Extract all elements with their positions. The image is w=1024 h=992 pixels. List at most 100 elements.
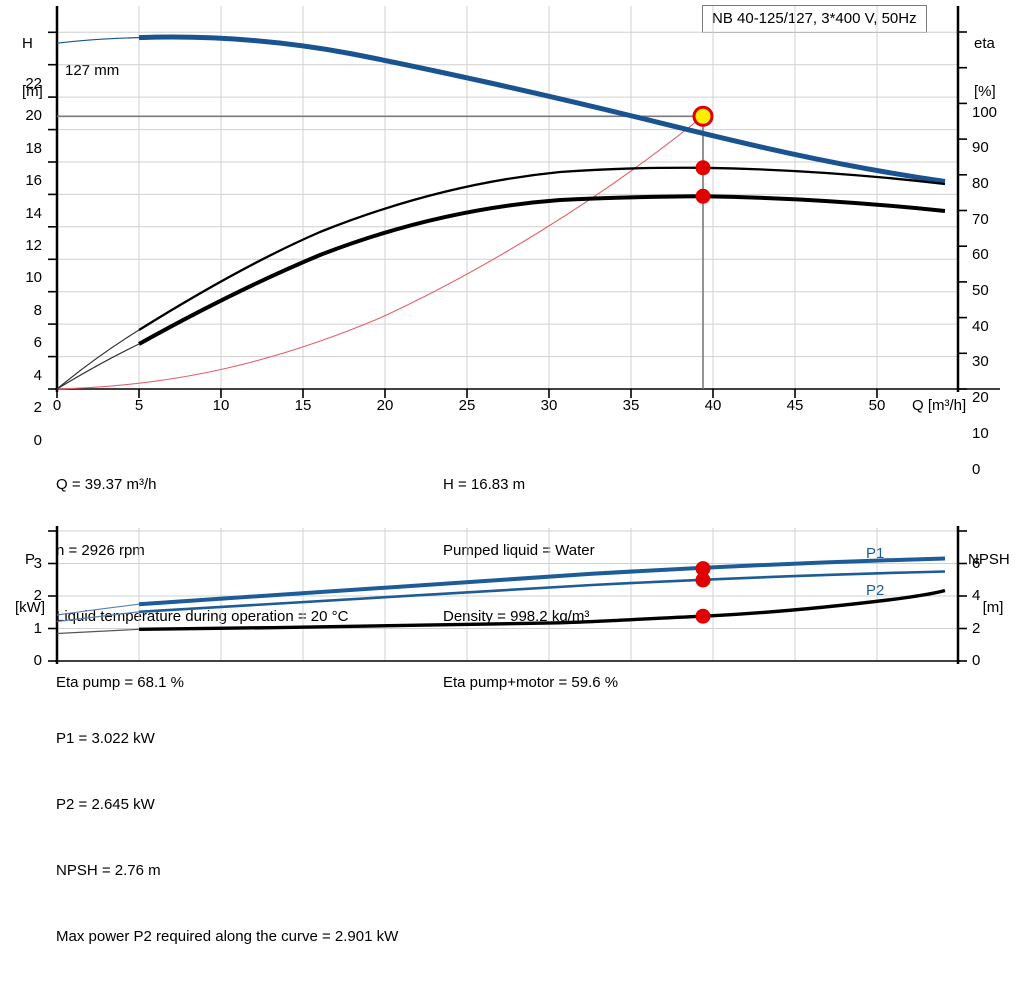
bottom-y-right-axis-label-line1: NPSH (968, 551, 1010, 568)
top-y-left-axis-label: H [m] (22, 4, 47, 132)
top-x-tick-8: 40 (704, 397, 722, 414)
head-eta-plot (48, 6, 1000, 398)
top-y-right-axis-label: eta [%] (974, 4, 999, 132)
bottom-y-right-axis-label: NPSH [m] (968, 520, 1018, 648)
top-y-left-tick-9: 4 (33, 367, 42, 384)
duty-info-right-line-0: H = 16.83 m (443, 476, 526, 493)
bottom-y-right-axis-label-line2: [m] (982, 599, 1004, 616)
top-y-right-tick-1: 90 (972, 139, 989, 156)
top-y-left-tick-2: 18 (25, 140, 42, 157)
top-y-right-tick-9: 10 (972, 425, 989, 442)
duty-point-guides (57, 115, 704, 389)
bottom-y-left-axis-label: P [kW] (8, 520, 52, 648)
top-y-right-axis-label-line1: eta (974, 35, 995, 52)
top-x-tick-7: 35 (622, 397, 640, 414)
top-y-left-axis-label-line1: H (22, 35, 33, 52)
top-y-left-tick-7: 8 (33, 302, 42, 319)
p2-curve (138, 570, 946, 614)
top-y-right-tick-0: 100 (972, 104, 998, 121)
pump-performance-curve-page: H [m] eta [%] Q [m³/h] NB 40-125/127, 3*… (0, 0, 1024, 945)
top-grid-lines (56, 6, 959, 390)
bottom-y-right-tick-3: 0 (972, 652, 981, 669)
top-axes (55, 6, 1000, 392)
power-info-line-1: P2 = 2.645 kW (56, 796, 155, 813)
top-y-right-tick-2: 80 (972, 175, 989, 192)
top-y-left-tick-8: 6 (33, 334, 42, 351)
eta-pump-curve-extension (56, 329, 140, 390)
bottom-y-right-tick-1: 4 (972, 587, 981, 604)
top-y-right-tick-5: 50 (972, 282, 989, 299)
p1-curve (138, 556, 946, 607)
top-y-left-tick-3: 16 (25, 172, 42, 189)
top-y-left-tick-0: 22 (25, 75, 42, 92)
bottom-y-left-tick-1: 2 (33, 587, 42, 604)
top-y-left-tick-10: 2 (33, 399, 42, 416)
npsh-curve (138, 588, 946, 631)
impeller-diameter-label: 127 mm (65, 62, 120, 79)
bottom-y-left-tick-2: 1 (33, 620, 42, 637)
bottom-y-right-tick-2: 2 (972, 620, 981, 637)
duty-point-marker-eta-pump-motor (695, 188, 711, 204)
bottom-left-tick-marks (48, 530, 57, 662)
top-left-tick-marks (48, 31, 57, 390)
duty-info-right-line-1: Pumped liquid = Water (443, 542, 595, 559)
top-y-left-tick-6: 10 (25, 269, 42, 286)
power-npsh-chart: P [kW] NPSH [m] (0, 518, 1024, 678)
power-info-line-3: Max power P2 required along the curve = … (56, 928, 399, 945)
top-y-right-tick-6: 40 (972, 318, 989, 335)
bottom-y-left-tick-3: 0 (33, 652, 42, 669)
bottom-axes (55, 526, 960, 664)
top-y-left-tick-4: 14 (25, 205, 42, 222)
top-x-tick-10: 50 (868, 397, 886, 414)
bottom-y-left-axis-label-line1: P (24, 551, 35, 568)
top-y-right-tick-4: 60 (972, 246, 989, 263)
duty-point-marker-p1 (695, 561, 711, 577)
power-info-block: P1 = 3.022 kW P2 = 2.645 kW NPSH = 2.76 … (56, 684, 398, 992)
duty-info-right-column: H = 16.83 m Pumped liquid = Water Densit… (443, 430, 618, 738)
top-x-axis-label: Q [m³/h] (912, 397, 967, 414)
system-curve (56, 115, 704, 390)
top-x-tick-4: 20 (376, 397, 394, 414)
top-x-tick-6: 30 (540, 397, 558, 414)
bottom-y-left-tick-0: 3 (33, 555, 42, 572)
power-info-line-2: NPSH = 2.76 m (56, 862, 161, 879)
p2-curve-label: P2 (866, 582, 885, 599)
duty-point-marker-eta-pump (695, 160, 711, 176)
duty-info-right-line-3: Eta pump+motor = 59.6 % (443, 674, 619, 691)
power-npsh-plot (48, 526, 967, 664)
top-x-tick-3: 15 (294, 397, 312, 414)
top-y-right-axis-label-line2: [%] (974, 83, 996, 100)
top-x-tick-9: 45 (786, 397, 804, 414)
power-info-line-0: P1 = 3.022 kW (56, 730, 155, 747)
bottom-y-right-tick-0: 6 (972, 555, 981, 572)
top-x-tick-0: 0 (52, 397, 62, 414)
p2-curve-extension (56, 611, 140, 623)
eta-pump-curve (138, 166, 946, 331)
top-x-tick-5: 25 (458, 397, 476, 414)
head-curve (138, 34, 946, 184)
duty-info-left-line-3: Eta pump = 68.1 % (56, 674, 184, 691)
p1-curve-label: P1 (866, 545, 885, 562)
duty-info-left-column: Q = 39.37 m³/h n = 2926 rpm Liquid tempe… (56, 430, 348, 738)
duty-info-left-line-2: Liquid temperature during operation = 20… (56, 608, 349, 625)
bottom-y-left-axis-label-line2: [kW] (15, 599, 45, 616)
duty-point-marker-npsh (695, 608, 711, 624)
duty-point-marker-p2 (695, 572, 711, 588)
p1-curve-extension (56, 603, 140, 616)
head-eta-chart: H [m] eta [%] Q [m³/h] NB 40-125/127, 3*… (0, 0, 1024, 477)
duty-info-left-line-1: n = 2926 rpm (56, 542, 145, 559)
top-y-right-tick-10: 0 (972, 461, 981, 478)
eta-pump-motor-curve (138, 194, 946, 346)
bottom-grid-lines (56, 528, 959, 662)
top-y-right-tick-8: 20 (972, 389, 989, 406)
duty-info-left-line-0: Q = 39.37 m³/h (56, 476, 157, 493)
top-x-tick-2: 10 (212, 397, 230, 414)
duty-point-marker-head (692, 105, 714, 127)
top-right-tick-marks (958, 31, 967, 390)
head-curve-extension (56, 37, 140, 44)
top-y-left-tick-11: 0 (33, 432, 42, 449)
npsh-curve-extension (56, 628, 140, 635)
top-x-tick-1: 5 (134, 397, 144, 414)
top-y-left-tick-5: 12 (25, 237, 42, 254)
top-y-right-tick-7: 30 (972, 353, 989, 370)
